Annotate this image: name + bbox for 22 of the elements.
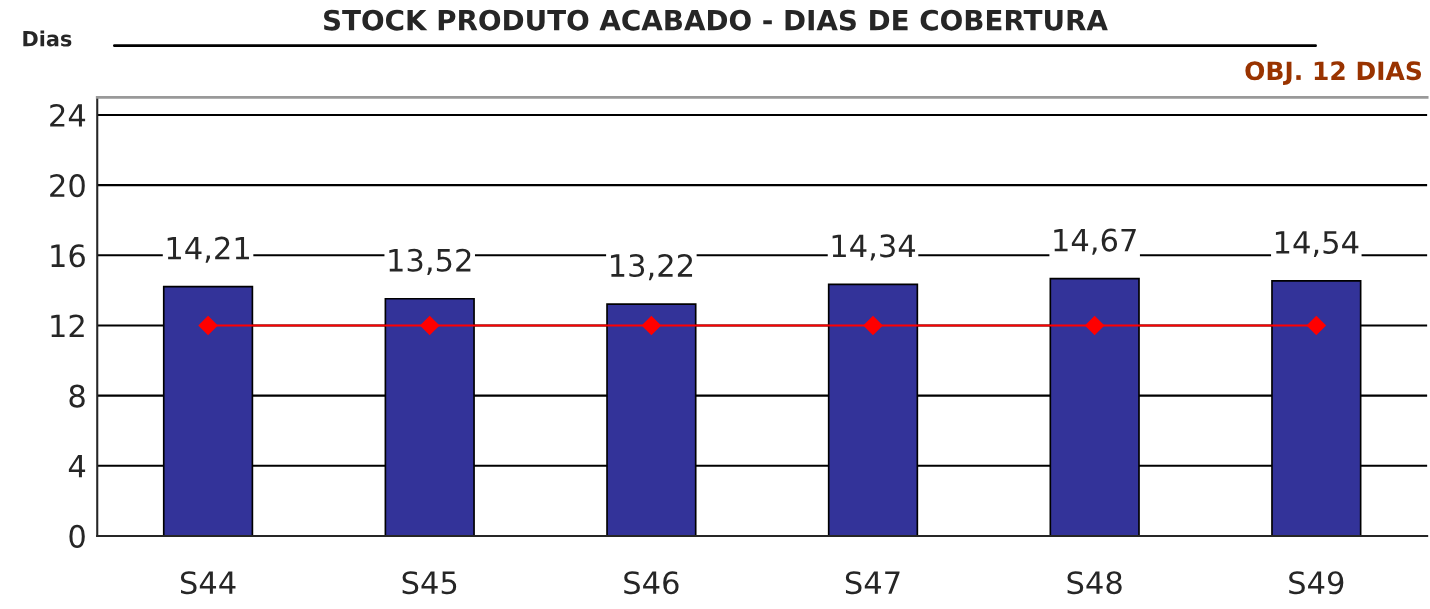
- y-tick-label: 24: [50, 103, 86, 127]
- data-label: 14,67: [1054, 228, 1136, 255]
- x-tick-label: S49: [1289, 571, 1344, 595]
- y-axis-title: Dias: [23, 30, 72, 47]
- data-label: 14,34: [832, 234, 916, 261]
- y-tick-label: 8: [69, 384, 85, 408]
- x-tick-label: S46: [624, 571, 679, 595]
- y-tick-label: 12: [51, 314, 84, 338]
- data-label: 13,22: [610, 253, 693, 281]
- chart-title: STOCK PRODUTO ACABADO - DIAS DE COBERTURA: [324, 9, 1108, 31]
- y-tick-label: 4: [68, 455, 86, 478]
- x-tick-label: S44: [180, 571, 236, 595]
- x-tick-label: S45: [402, 571, 457, 595]
- x-tick-label: S48: [1067, 571, 1122, 595]
- x-tick-label: S47: [845, 571, 900, 595]
- data-label: 14,21: [167, 236, 249, 263]
- text: OBJ. 12 DIAS: [1245, 61, 1422, 85]
- y-tick-label: 20: [50, 174, 85, 198]
- y-tick-label: 0: [69, 524, 85, 548]
- y-tick-label: 16: [51, 244, 85, 268]
- data-label: 13,52: [389, 248, 471, 275]
- data-label: 14,54: [1275, 231, 1359, 258]
